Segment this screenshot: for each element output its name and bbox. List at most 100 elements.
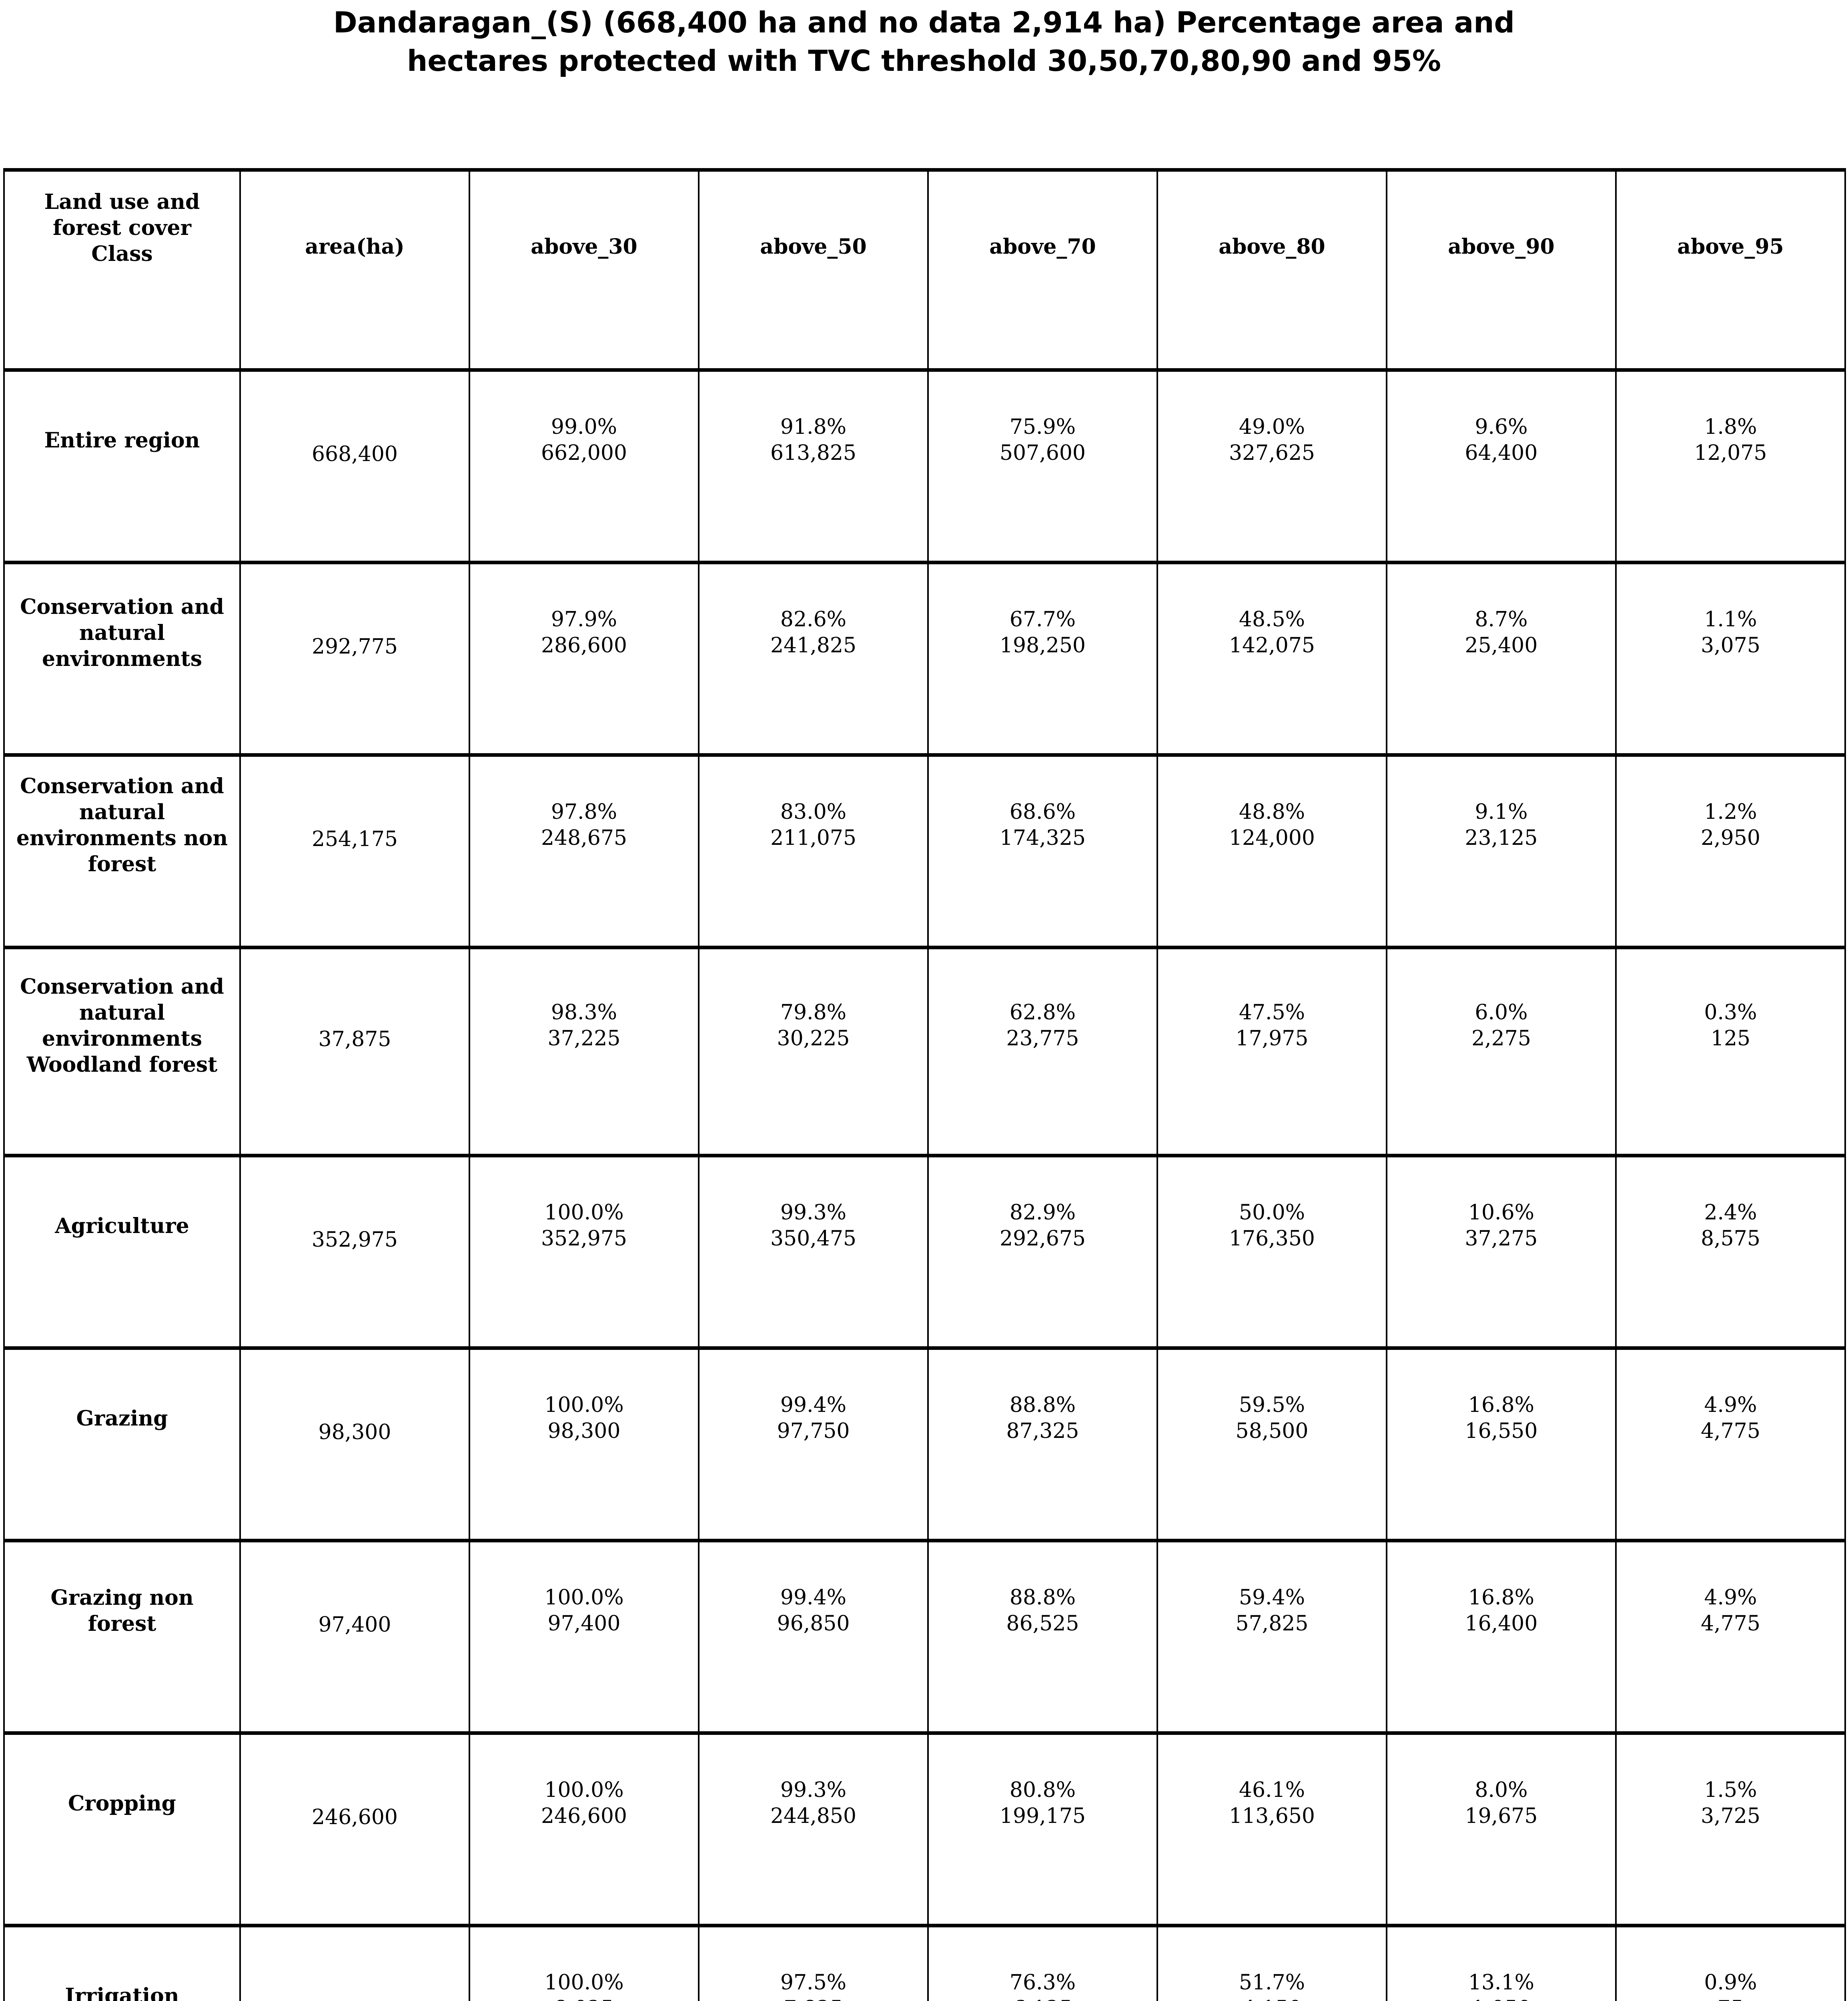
percent-value: 10.6% (1468, 1201, 1535, 1225)
threshold-cell: 100.0% 98,300 (469, 1346, 700, 1542)
hectares-value: 19,675 (1465, 1804, 1538, 1828)
table-row: Agriculture 352,975 100.0% 352,975 99.3% 350,… (3, 1154, 1846, 1350)
row-label: Agriculture (3, 1154, 241, 1350)
threshold-cell: 1.1% 3,075 (1615, 561, 1846, 757)
hectares-value: 4,775 (1701, 1612, 1760, 1636)
area-value: 246,600 (239, 1731, 470, 1927)
hectares-value: 248,675 (541, 826, 627, 850)
threshold-cell: 47.5% 17,975 (1157, 946, 1387, 1157)
percent-value: 0.9% (1704, 1971, 1757, 1995)
percent-value: 80.8% (1009, 1778, 1076, 1802)
hectares-value: 2,950 (1701, 826, 1760, 850)
threshold-cell: 62.8% 23,775 (927, 946, 1158, 1157)
hectares-value: 64,400 (1465, 441, 1538, 465)
column-header-class: Land use and forest cover Class (3, 168, 241, 372)
hectares-value: 613,825 (770, 441, 857, 465)
hectares-value: 286,600 (541, 634, 627, 658)
hectares-value: 8,575 (1701, 1227, 1760, 1251)
percent-value: 97.8% (551, 800, 617, 824)
percent-value: 1.2% (1704, 800, 1757, 824)
percent-value: 100.0% (544, 1201, 624, 1225)
table-row: Cropping 246,600 100.0% 246,600 99.3% 244,850… (3, 1731, 1846, 1927)
percent-value: 99.0% (551, 415, 617, 439)
threshold-cell: 13.1% 1,050 (1386, 1924, 1617, 2001)
hectares-value: 17,975 (1235, 1026, 1309, 1051)
column-header-above-30: above_30 (469, 168, 700, 372)
percent-value: 68.6% (1009, 800, 1076, 824)
percent-value: 0.3% (1704, 1000, 1757, 1025)
percent-value: 6.0% (1475, 1000, 1528, 1025)
row-label: Entire region (3, 368, 241, 564)
percent-value: 49.0% (1239, 415, 1305, 439)
percent-value: 67.7% (1009, 608, 1076, 632)
threshold-cell: 76.3% 6,125 (927, 1924, 1158, 2001)
row-label: Grazing (3, 1346, 241, 1542)
percent-value: 46.1% (1239, 1778, 1305, 1802)
percent-value: 9.1% (1475, 800, 1528, 824)
table-row: Entire region 668,400 99.0% 662,000 91.8% 613… (3, 368, 1846, 564)
threshold-cell: 97.8% 248,675 (469, 753, 700, 949)
percent-value: 99.3% (780, 1778, 847, 1802)
threshold-cell: 8.7% 25,400 (1386, 561, 1617, 757)
area-value: 97,400 (239, 1539, 470, 1735)
threshold-cell: 99.4% 96,850 (698, 1539, 929, 1735)
threshold-cell: 49.0% 327,625 (1157, 368, 1387, 564)
hectares-value: 176,350 (1229, 1227, 1315, 1251)
threshold-cell: 48.5% 142,075 (1157, 561, 1387, 757)
column-header-above-95: above_95 (1615, 168, 1846, 372)
table-header: Land use and forest cover Class area(ha)… (3, 168, 1846, 372)
hectares-value: 3,075 (1701, 634, 1760, 658)
percent-value: 62.8% (1009, 1000, 1076, 1025)
threshold-cell: 10.6% 37,275 (1386, 1154, 1617, 1350)
hectares-value: 97,400 (547, 1612, 621, 1636)
table-row: Grazing 98,300 100.0% 98,300 99.4% 97,750 88.8… (3, 1346, 1846, 1542)
percent-value: 99.3% (780, 1201, 847, 1225)
hectares-value: 142,075 (1229, 634, 1315, 658)
table-row: Conservation and natural environments 292… (3, 561, 1846, 757)
hectares-value: 7,825 (784, 1997, 843, 2001)
row-label: Irrigation (3, 1924, 241, 2001)
threshold-cell: 50.0% 176,350 (1157, 1154, 1387, 1350)
threshold-cell: 2.4% 8,575 (1615, 1154, 1846, 1350)
threshold-cell: 97.5% 7,825 (698, 1924, 929, 2001)
threshold-cell: 82.9% 292,675 (927, 1154, 1158, 1350)
threshold-cell: 16.8% 16,400 (1386, 1539, 1617, 1735)
percent-value: 48.8% (1239, 800, 1305, 824)
threshold-cell: 88.8% 86,525 (927, 1539, 1158, 1735)
hectares-value: 662,000 (541, 441, 627, 465)
hectares-value: 352,975 (541, 1227, 627, 1251)
area-value: 668,400 (239, 368, 470, 564)
threshold-cell: 99.3% 244,850 (698, 1731, 929, 1927)
percent-value: 79.8% (780, 1000, 847, 1025)
table-row: Irrigation8,025100.0%8,02597.5%7,82576.3… (3, 1924, 1846, 2001)
hectares-value: 1,050 (1471, 1997, 1531, 2001)
row-label: Conservation and natural environments no… (3, 753, 241, 949)
hectares-value: 12,075 (1694, 441, 1767, 465)
column-header-above-90: above_90 (1386, 168, 1617, 372)
percent-value: 1.8% (1704, 415, 1757, 439)
percent-value: 82.9% (1009, 1201, 1076, 1225)
percent-value: 97.5% (780, 1971, 847, 1995)
threshold-cell: 0.9% 75 (1615, 1924, 1846, 2001)
hectares-value: 87,325 (1006, 1419, 1079, 1443)
threshold-cell: 100.0% 97,400 (469, 1539, 700, 1735)
hectares-value: 4,775 (1701, 1419, 1760, 1443)
threshold-cell: 1.2% 2,950 (1615, 753, 1846, 949)
percent-value: 1.1% (1704, 608, 1757, 632)
threshold-cell: 80.8% 199,175 (927, 1731, 1158, 1927)
hectares-value: 6,125 (1013, 1997, 1072, 2001)
threshold-cell: 91.8% 613,825 (698, 368, 929, 564)
area-value: 37,875 (239, 946, 470, 1157)
hectares-value: 57,825 (1235, 1612, 1309, 1636)
threshold-cell: 59.5% 58,500 (1157, 1346, 1387, 1542)
hectares-value: 25,400 (1465, 634, 1538, 658)
hectares-value: 4,150 (1242, 1997, 1302, 2001)
table-container: Land use and forest cover Class area(ha)… (3, 168, 1846, 2001)
area-value: 292,775 (239, 561, 470, 757)
hectares-value: 75 (1717, 1997, 1744, 2001)
percent-value: 97.9% (551, 608, 617, 632)
hectares-value: 199,175 (999, 1804, 1086, 1828)
percent-value: 88.8% (1009, 1393, 1076, 1417)
hectares-value: 350,475 (770, 1227, 857, 1251)
hectares-value: 3,725 (1701, 1804, 1760, 1828)
